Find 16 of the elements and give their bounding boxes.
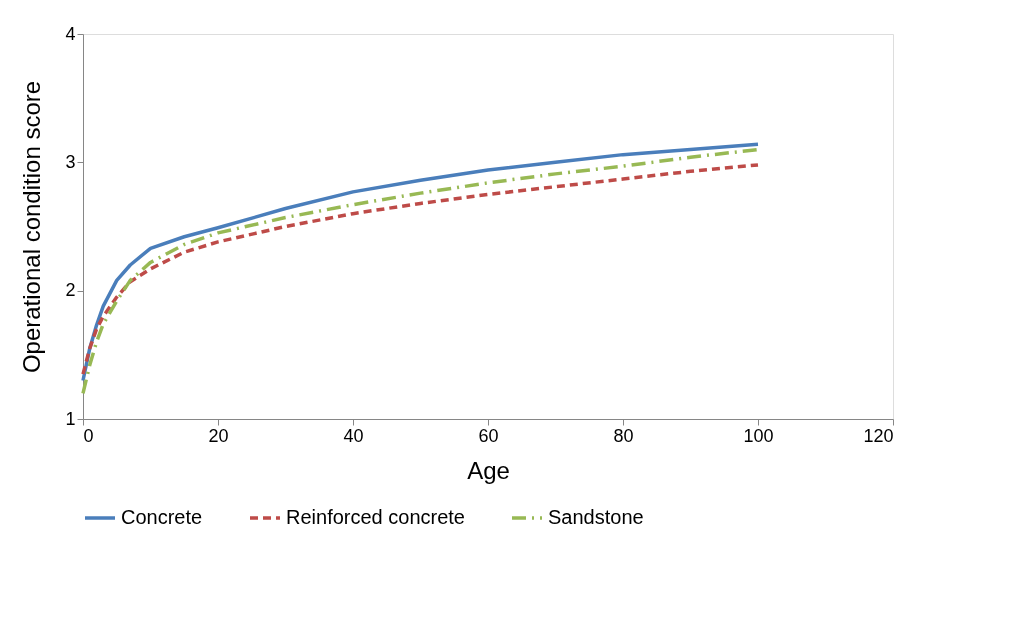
y-tick-label: 2: [65, 280, 76, 301]
x-axis-title: Age: [467, 456, 510, 484]
legend-label: Concrete: [121, 506, 203, 528]
x-tick-label: 20: [208, 425, 229, 446]
y-axis-title: Operational condition score: [18, 80, 46, 374]
x-tick-label: 0: [83, 425, 94, 446]
x-tick-label: 120: [863, 425, 894, 446]
x-tick-label: 60: [478, 425, 499, 446]
y-tick-label: 3: [65, 151, 76, 172]
y-tick-label: 1: [65, 408, 76, 429]
legend-label: Sandstone: [548, 506, 644, 528]
legend-label: Reinforced concrete: [286, 506, 465, 528]
x-tick-label: 80: [613, 425, 634, 446]
y-tick-label: 4: [65, 23, 76, 44]
x-tick-label: 40: [343, 425, 364, 446]
x-tick-label: 100: [743, 425, 774, 446]
